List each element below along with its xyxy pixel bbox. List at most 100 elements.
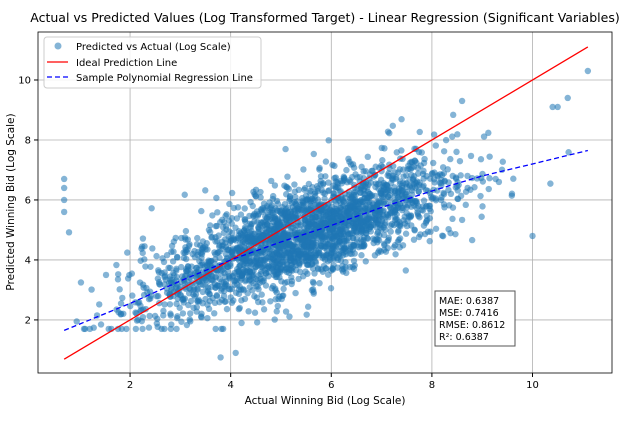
scatter-point [342, 258, 349, 266]
scatter-point [300, 166, 307, 173]
scatter-point [398, 147, 405, 154]
scatter-point [313, 222, 320, 229]
scatter-point [395, 189, 402, 197]
scatter-point [301, 186, 308, 193]
scatter-point [241, 259, 249, 266]
scatter-point [418, 149, 425, 156]
ideal-prediction-line [63, 46, 589, 360]
scatter-point [199, 288, 206, 296]
scatter-point [384, 128, 392, 135]
scatter-point [226, 200, 233, 208]
scatter-point [368, 216, 376, 224]
scatter-point [486, 153, 493, 160]
scatter-point [362, 258, 369, 265]
scatter-point [270, 255, 277, 262]
scatter-point [317, 177, 324, 185]
scatter-point [432, 225, 440, 232]
scatter-point [317, 226, 325, 233]
scatter-point [236, 304, 243, 312]
scatter-point [392, 251, 399, 258]
scatter-point [311, 190, 318, 197]
scatter-point [379, 215, 386, 223]
scatter-point [275, 222, 282, 229]
polynomial-regression-line [63, 149, 589, 332]
scatter-point [160, 307, 167, 315]
scatter-point [277, 209, 284, 216]
scatter-point [304, 224, 311, 231]
scatter-point [278, 278, 285, 285]
scatter-point [394, 228, 402, 235]
scatter-point [194, 297, 201, 305]
scatter-point [325, 210, 332, 217]
scatter-point [402, 230, 410, 237]
scatter-point [403, 188, 411, 196]
scatter-point [270, 262, 277, 269]
scatter-point [188, 263, 195, 270]
scatter-point [439, 232, 447, 240]
scatter-point [154, 275, 162, 282]
scatter-point [286, 313, 293, 320]
scatter-point [477, 192, 484, 200]
scatter-point [257, 188, 264, 196]
x-tick-label: 6 [328, 380, 334, 391]
scatter-point [286, 241, 293, 249]
scatter-point [404, 166, 411, 173]
scatter-point [160, 312, 167, 319]
scatter-point [445, 179, 452, 186]
scatter-point [342, 248, 350, 255]
scatter-point [330, 233, 337, 240]
scatter-point [217, 354, 224, 361]
scatter-point [322, 158, 330, 165]
scatter-point [378, 144, 385, 152]
scatter-point [364, 153, 372, 161]
scatter-point [286, 194, 294, 201]
scatter-point [432, 142, 440, 149]
scatter-point [211, 260, 218, 267]
scatter-point [351, 188, 359, 196]
scatter-point [334, 183, 341, 191]
scatter-point [153, 252, 160, 260]
scatter-point [132, 325, 140, 333]
scatter-point [198, 207, 205, 215]
scatter-point [118, 325, 125, 333]
scatter-point [391, 242, 399, 249]
scatter-point [408, 222, 415, 229]
scatter-point [169, 258, 177, 265]
scatter-point [235, 257, 243, 264]
scatter-point [331, 174, 338, 182]
scatter-point [364, 235, 371, 242]
scatter-point [232, 224, 239, 231]
scatter-point [282, 216, 289, 223]
scatter-point [440, 191, 448, 198]
scatter-point [230, 204, 237, 212]
scatter-point [213, 194, 220, 202]
scatter-point [260, 306, 268, 313]
scatter-point [256, 261, 264, 268]
scatter-point [529, 232, 536, 240]
scatter-point [422, 186, 430, 194]
scatter-point [393, 211, 400, 218]
scatter-point [274, 302, 281, 310]
stat-r2: R²: 0.6387 [439, 332, 489, 343]
scatter-point [222, 243, 230, 251]
scatter-point [369, 167, 376, 175]
scatter-point [415, 181, 423, 189]
scatter-point [584, 67, 592, 75]
scatter-point [139, 325, 146, 333]
scatter-point [271, 316, 278, 323]
scatter-point [168, 248, 175, 256]
scatter-point [396, 166, 404, 173]
scatter-point [258, 291, 265, 298]
scatter-point [447, 155, 454, 163]
scatter-point [272, 273, 279, 281]
scatter-point [289, 263, 297, 271]
scatter-point [339, 268, 347, 275]
scatter-point [358, 252, 365, 259]
scatter-point [360, 243, 367, 250]
scatter-point [255, 224, 262, 232]
scatter-point [205, 257, 212, 264]
scatter-point [229, 229, 236, 237]
scatter-point [310, 279, 317, 287]
scatter-point [193, 303, 201, 311]
scatter-point [405, 214, 413, 221]
